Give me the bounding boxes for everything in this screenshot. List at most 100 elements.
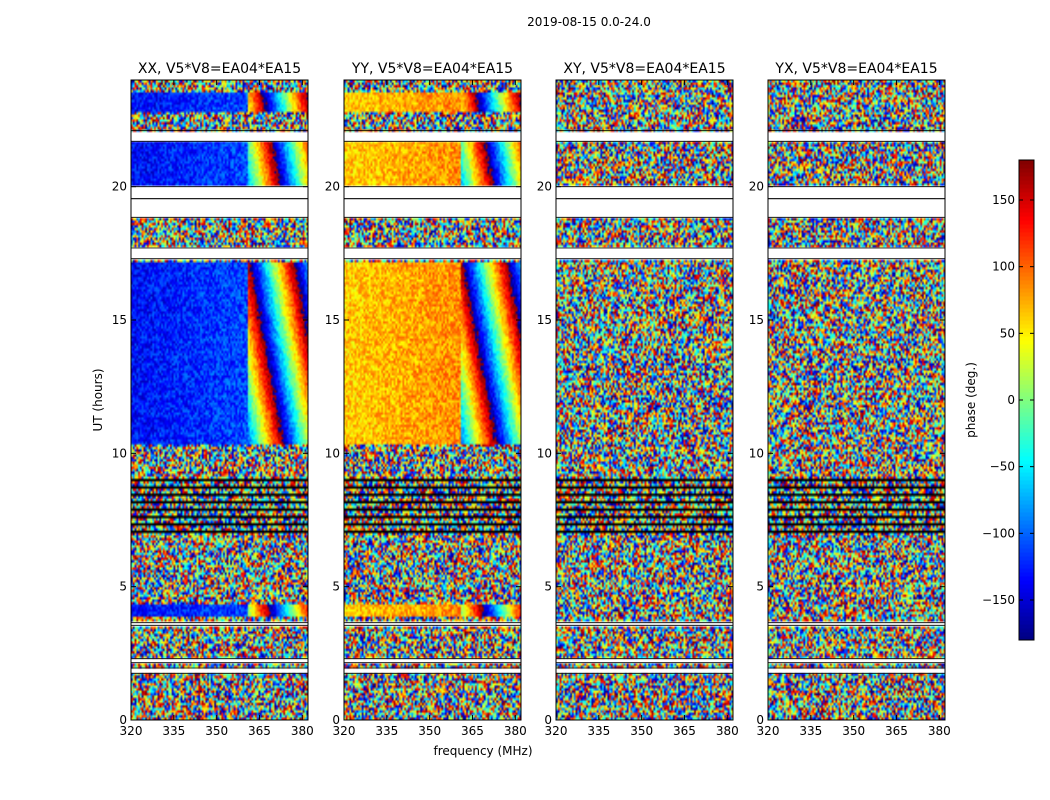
panel-title: XX, V5*V8=EA04*EA15 [138, 61, 301, 77]
colorbar-segment [1019, 272, 1034, 277]
colorbar-segment [1019, 248, 1034, 253]
x-tick-label: 335 [375, 724, 398, 738]
colorbar-segment [1019, 436, 1034, 441]
colorbar-segment [1019, 496, 1034, 501]
colorbar-segment [1019, 536, 1034, 541]
colorbar-segment [1019, 200, 1034, 205]
colorbar-segment [1019, 348, 1034, 353]
colorbar-segment [1019, 284, 1034, 289]
figure-title: 2019-08-15 0.0-24.0 [527, 15, 651, 29]
colorbar-segment [1019, 160, 1034, 165]
x-tick-label: 380 [928, 724, 951, 738]
colorbar-segment [1019, 192, 1034, 197]
panel-title: YY, V5*V8=EA04*EA15 [351, 61, 513, 77]
x-tick-label: 320 [120, 724, 143, 738]
colorbar-segment [1019, 564, 1034, 569]
colorbar-segment [1019, 460, 1034, 465]
x-tick-label: 320 [545, 724, 568, 738]
colorbar-segment [1019, 328, 1034, 333]
colorbar-segment [1019, 440, 1034, 445]
colorbar-segment [1019, 396, 1034, 401]
colorbar-segment [1019, 264, 1034, 269]
x-tick-label: 320 [333, 724, 356, 738]
colorbar-segment [1019, 332, 1034, 337]
panel-2: XY, V5*V8=EA04*EA15 320 335 350 365 380 0 5 10 15… [537, 61, 739, 738]
colorbar-segment [1019, 520, 1034, 525]
colorbar-segment [1019, 392, 1034, 397]
colorbar-segment [1019, 340, 1034, 345]
colorbar-segment [1019, 292, 1034, 297]
y-axis-label: UT (hours) [91, 368, 105, 431]
colorbar-segment [1019, 572, 1034, 577]
colorbar-segment [1019, 576, 1034, 581]
panel-3: YX, V5*V8=EA04*EA15 320 335 350 365 380 0 5 10 15… [749, 61, 951, 738]
colorbar-segment [1019, 604, 1034, 609]
colorbar-segment [1019, 616, 1034, 621]
colorbar-segment [1019, 276, 1034, 281]
x-tick-label: 335 [799, 724, 822, 738]
colorbar-segment [1019, 268, 1034, 273]
y-tick-label: 10 [112, 446, 127, 460]
phase-heatmap-image [556, 80, 733, 720]
phase-heatmap-image [768, 80, 945, 720]
y-tick-label: 15 [112, 313, 127, 327]
colorbar-segment [1019, 480, 1034, 485]
y-tick-label: 20 [749, 180, 764, 194]
colorbar-segment [1019, 620, 1034, 625]
x-axis-label: frequency (MHz) [433, 744, 532, 758]
colorbar-segment [1019, 288, 1034, 293]
colorbar-tick-label: −150 [982, 593, 1015, 607]
y-tick-label: 0 [119, 713, 127, 727]
colorbar-segment [1019, 164, 1034, 169]
y-tick-label: 0 [332, 713, 340, 727]
colorbar-segment [1019, 432, 1034, 437]
colorbar-segment [1019, 400, 1034, 405]
x-tick-label: 350 [842, 724, 865, 738]
y-tick-label: 5 [756, 580, 764, 594]
x-tick-label: 320 [757, 724, 780, 738]
x-tick-label: 365 [248, 724, 271, 738]
colorbar-segment [1019, 412, 1034, 417]
x-tick-label: 365 [673, 724, 696, 738]
colorbar-segment [1019, 544, 1034, 549]
colorbar-segment [1019, 216, 1034, 221]
y-tick-label: 0 [756, 713, 764, 727]
colorbar-segment [1019, 232, 1034, 237]
colorbar-segment [1019, 492, 1034, 497]
colorbar-segment [1019, 228, 1034, 233]
colorbar-tick-label: 50 [1000, 326, 1015, 340]
y-tick-label: 20 [325, 180, 340, 194]
y-tick-label: 10 [325, 446, 340, 460]
x-tick-label: 350 [418, 724, 441, 738]
colorbar-segment [1019, 220, 1034, 225]
x-tick-label: 335 [587, 724, 610, 738]
y-tick-label: 20 [112, 180, 127, 194]
x-tick-label: 365 [885, 724, 908, 738]
colorbar-segment [1019, 244, 1034, 249]
colorbar-segment [1019, 632, 1034, 637]
colorbar-segment [1019, 452, 1034, 457]
colorbar-segment [1019, 196, 1034, 201]
y-tick-label: 20 [537, 180, 552, 194]
colorbar-segment [1019, 324, 1034, 329]
colorbar-segment [1019, 628, 1034, 633]
colorbar-tick-label: 0 [1007, 393, 1015, 407]
panel-frame [343, 79, 522, 721]
colorbar-segment [1019, 464, 1034, 469]
colorbar-segment [1019, 524, 1034, 529]
panel-title: XY, V5*V8=EA04*EA15 [563, 61, 725, 77]
y-tick-label: 5 [332, 580, 340, 594]
colorbar-segment [1019, 448, 1034, 453]
colorbar-segment [1019, 404, 1034, 409]
x-tick-label: 350 [630, 724, 653, 738]
colorbar-segment [1019, 184, 1034, 189]
colorbar-segment [1019, 384, 1034, 389]
colorbar-segment [1019, 300, 1034, 305]
colorbar-segment [1019, 240, 1034, 245]
panel-frame [555, 79, 734, 721]
colorbar-segment [1019, 512, 1034, 517]
colorbar-segment [1019, 308, 1034, 313]
colorbar-segment [1019, 504, 1034, 509]
colorbar-segment [1019, 352, 1034, 357]
